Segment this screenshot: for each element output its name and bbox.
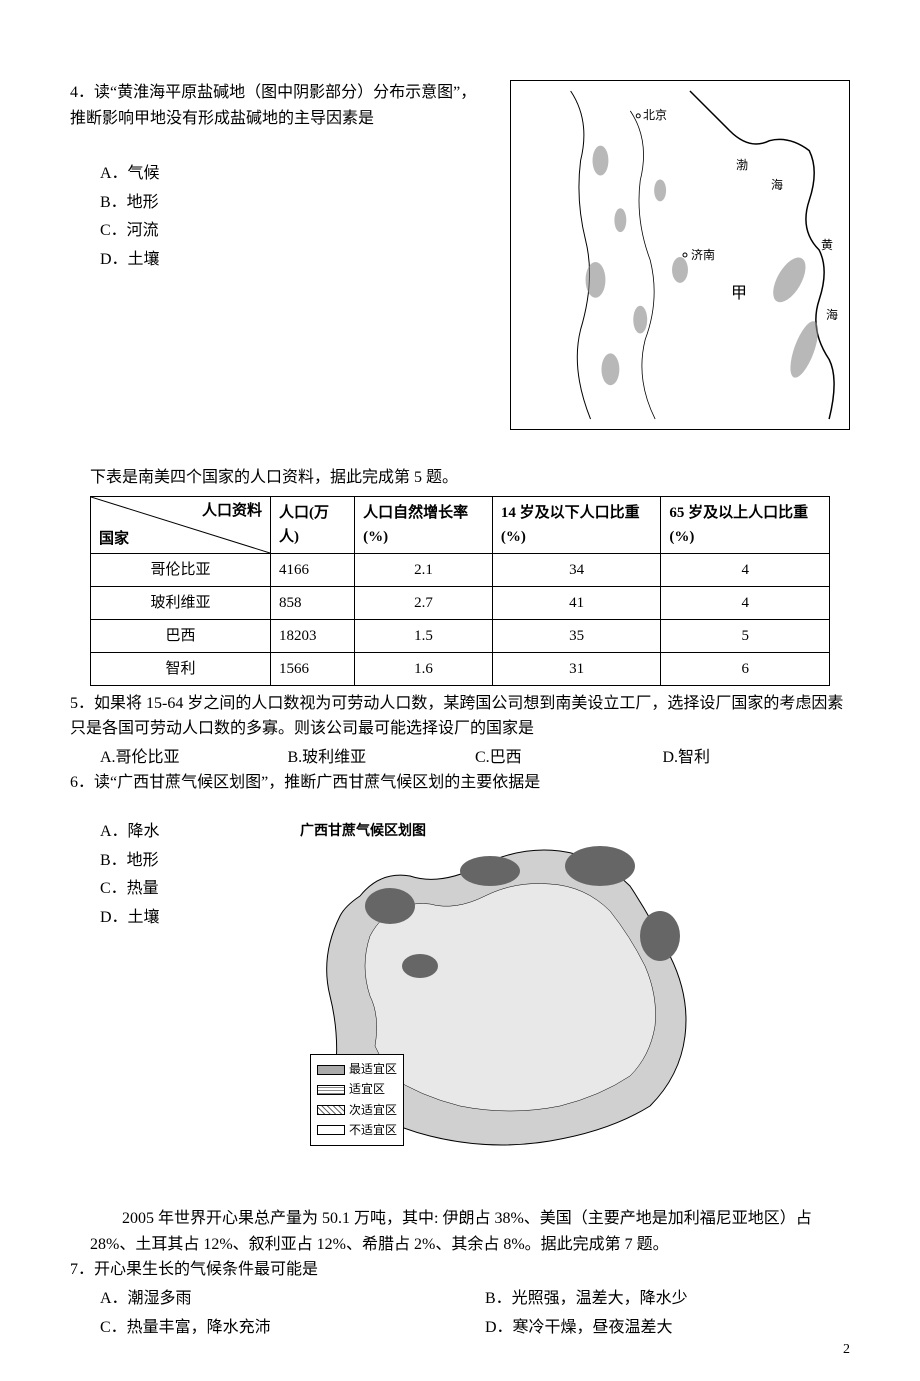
- question-7: 7．开心果生长的气候条件最可能是 A．潮湿多雨 B．光照强，温差大，降水少 C．…: [70, 1257, 850, 1341]
- q7-intro-text: 2005 年世界开心果总产量为 50.1 万吨，其中: 伊朗占 38%、美国（主…: [70, 1206, 850, 1257]
- q6-option-b[interactable]: B．地形: [100, 848, 270, 874]
- cell-young: 31: [492, 652, 661, 685]
- population-table: 人口资料 国家 人口(万人) 人口自然增长率(%) 14 岁及以下人口比重(%)…: [90, 496, 830, 686]
- q4-options: A．气候 B．地形 C．河流 D．土壤: [70, 161, 490, 272]
- q6-question-text: 6．读“广西甘蔗气候区划图”，推断广西甘蔗气候区划的主要依据是: [70, 770, 850, 796]
- cell-pop: 858: [271, 586, 355, 619]
- q4-container: 4．读“黄淮海平原盐碱地（图中阴影部分）分布示意图”，推断影响甲地没有形成盐碱地…: [70, 80, 850, 430]
- cell-old: 5: [661, 619, 830, 652]
- q4-map-svg: [511, 81, 849, 429]
- q4-text-block: 4．读“黄淮海平原盐碱地（图中阴影部分）分布示意图”，推断影响甲地没有形成盐碱地…: [70, 80, 490, 276]
- table-col-old: 65 岁及以上人口比重(%): [661, 496, 830, 553]
- q4-option-d[interactable]: D．土壤: [100, 247, 490, 273]
- legend-swatch-icon: [317, 1085, 345, 1095]
- q4-map-figure: 北京 济南 渤 海 黄 海 甲: [510, 80, 850, 430]
- map-label-hai: 海: [826, 306, 838, 325]
- legend-item-1: 最适宜区: [317, 1060, 397, 1079]
- cell-pop: 4166: [271, 553, 355, 586]
- cell-young: 35: [492, 619, 661, 652]
- table-diagonal-header: 人口资料 国家: [91, 496, 271, 553]
- q4-option-c[interactable]: C．河流: [100, 218, 490, 244]
- q5-option-c[interactable]: C.巴西: [475, 745, 663, 771]
- legend-label-1: 最适宜区: [349, 1060, 397, 1079]
- legend-swatch-icon: [317, 1065, 345, 1075]
- diag-header-top: 人口资料: [202, 499, 262, 523]
- q5-option-b[interactable]: B.玻利维亚: [288, 745, 476, 771]
- q5-option-d[interactable]: D.智利: [663, 745, 851, 771]
- q6-map-figure: 广西甘蔗气候区划图 最适宜区 适宜区: [290, 816, 710, 1166]
- q6-option-a[interactable]: A．降水: [100, 819, 270, 845]
- map-label-jinan: 济南: [691, 246, 715, 265]
- table-col-pop: 人口(万人): [271, 496, 355, 553]
- map-label-bohai1: 渤: [736, 156, 748, 175]
- legend-swatch-icon: [317, 1125, 345, 1135]
- diag-header-bottom: 国家: [99, 527, 129, 551]
- q4-option-a[interactable]: A．气候: [100, 161, 490, 187]
- map-label-beijing: 北京: [643, 106, 667, 125]
- cell-old: 4: [661, 553, 830, 586]
- map-label-bohai2: 海: [771, 176, 783, 195]
- cell-growth: 2.7: [355, 586, 493, 619]
- q6-options: A．降水 B．地形 C．热量 D．土壤: [70, 816, 270, 933]
- cell-pop: 1566: [271, 652, 355, 685]
- cell-country: 哥伦比亚: [91, 553, 271, 586]
- q6-option-d[interactable]: D．土壤: [100, 905, 270, 931]
- question-4: 4．读“黄淮海平原盐碱地（图中阴影部分）分布示意图”，推断影响甲地没有形成盐碱地…: [70, 80, 850, 430]
- table-col-growth: 人口自然增长率(%): [355, 496, 493, 553]
- q7-options: A．潮湿多雨 B．光照强，温差大，降水少 C．热量丰富，降水充沛 D．寒冷干燥，…: [70, 1286, 850, 1341]
- cell-old: 6: [661, 652, 830, 685]
- cell-growth: 1.5: [355, 619, 493, 652]
- q5-intro-text: 下表是南美四个国家的人口资料，据此完成第 5 题。: [70, 465, 850, 491]
- q7-question-text: 7．开心果生长的气候条件最可能是: [70, 1257, 850, 1283]
- page-number: 2: [843, 1339, 850, 1361]
- map-label-huang: 黄: [821, 236, 833, 255]
- table-row: 哥伦比亚 4166 2.1 34 4: [91, 553, 830, 586]
- cell-young: 41: [492, 586, 661, 619]
- table-row: 玻利维亚 858 2.7 41 4: [91, 586, 830, 619]
- legend-label-4: 不适宜区: [349, 1121, 397, 1140]
- cell-country: 智利: [91, 652, 271, 685]
- q6-container: A．降水 B．地形 C．热量 D．土壤 广西甘蔗气候区划图 最适宜区: [70, 816, 850, 1166]
- legend-item-2: 适宜区: [317, 1080, 397, 1099]
- q5-question-text: 5．如果将 15-64 岁之间的人口数视为可劳动人口数，某跨国公司想到南美设立工…: [70, 691, 850, 742]
- q5-options: A.哥伦比亚 B.玻利维亚 C.巴西 D.智利: [70, 745, 850, 771]
- cell-young: 34: [492, 553, 661, 586]
- q7-option-c[interactable]: C．热量丰富，降水充沛: [100, 1315, 465, 1341]
- question-6: 6．读“广西甘蔗气候区划图”，推断广西甘蔗气候区划的主要依据是 A．降水 B．地…: [70, 770, 850, 1166]
- table-header-row: 人口资料 国家 人口(万人) 人口自然增长率(%) 14 岁及以下人口比重(%)…: [91, 496, 830, 553]
- q6-option-c[interactable]: C．热量: [100, 876, 270, 902]
- map-label-jia: 甲: [731, 281, 747, 307]
- q5-option-a[interactable]: A.哥伦比亚: [100, 745, 288, 771]
- legend-item-3: 次适宜区: [317, 1101, 397, 1120]
- q7-option-d[interactable]: D．寒冷干燥，昼夜温差大: [485, 1315, 850, 1341]
- question-5: 5．如果将 15-64 岁之间的人口数视为可劳动人口数，某跨国公司想到南美设立工…: [70, 691, 850, 771]
- legend-label-3: 次适宜区: [349, 1101, 397, 1120]
- q7-option-a[interactable]: A．潮湿多雨: [100, 1286, 465, 1312]
- q6-legend: 最适宜区 适宜区 次适宜区 不适宜区: [310, 1054, 404, 1146]
- cell-growth: 2.1: [355, 553, 493, 586]
- cell-pop: 18203: [271, 619, 355, 652]
- table-row: 智利 1566 1.6 31 6: [91, 652, 830, 685]
- legend-label-2: 适宜区: [349, 1080, 385, 1099]
- table-row: 巴西 18203 1.5 35 5: [91, 619, 830, 652]
- cell-country: 巴西: [91, 619, 271, 652]
- q6-map-title: 广西甘蔗气候区划图: [300, 821, 426, 843]
- q4-question-text: 4．读“黄淮海平原盐碱地（图中阴影部分）分布示意图”，推断影响甲地没有形成盐碱地…: [70, 80, 490, 131]
- legend-item-4: 不适宜区: [317, 1121, 397, 1140]
- cell-country: 玻利维亚: [91, 586, 271, 619]
- cell-old: 4: [661, 586, 830, 619]
- table-col-young: 14 岁及以下人口比重(%): [492, 496, 661, 553]
- q7-option-b[interactable]: B．光照强，温差大，降水少: [485, 1286, 850, 1312]
- legend-swatch-icon: [317, 1105, 345, 1115]
- q4-option-b[interactable]: B．地形: [100, 190, 490, 216]
- cell-growth: 1.6: [355, 652, 493, 685]
